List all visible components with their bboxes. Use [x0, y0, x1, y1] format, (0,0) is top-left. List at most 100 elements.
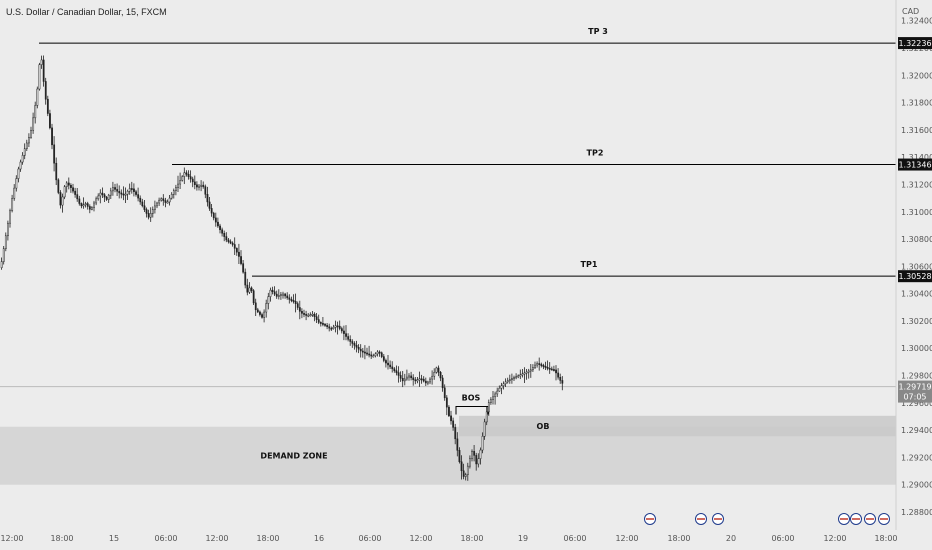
candle-body [105, 196, 108, 200]
candle-body [126, 191, 129, 195]
candle-body [219, 225, 221, 231]
candle-body [406, 376, 408, 380]
candle-body [292, 300, 295, 302]
candle-body [53, 144, 56, 164]
candle-body [351, 341, 354, 344]
candle-body [372, 355, 375, 358]
candle-body [25, 142, 28, 149]
candle-body [525, 371, 528, 374]
candle-body [317, 319, 320, 323]
candle-body [284, 293, 287, 297]
candle-body [21, 155, 24, 163]
x-tick-label: 18:00 [460, 534, 483, 543]
candle-body [450, 415, 452, 422]
candle-body [181, 176, 184, 181]
candle-body [86, 203, 89, 207]
y-tick-label: 1.30600 [901, 262, 932, 271]
candle-body [112, 187, 114, 192]
y-tick-label: 1.29200 [901, 453, 932, 462]
candle-body [170, 194, 173, 199]
candle-body [544, 366, 547, 368]
candle-body [82, 204, 85, 207]
candle-body [2, 248, 5, 262]
candle-body [223, 233, 226, 237]
candle-body [330, 327, 333, 330]
candle-body [282, 293, 284, 296]
candle-body [332, 326, 335, 329]
candle-body [529, 369, 532, 372]
y-tick-label: 1.29000 [901, 481, 932, 490]
candle-body [521, 373, 524, 376]
candle-body [256, 309, 259, 313]
candle-body [227, 239, 230, 242]
y-tick-label: 1.30000 [901, 344, 932, 353]
x-tick-label: 18:00 [874, 534, 897, 543]
candle-body [212, 212, 215, 219]
candle-body [250, 287, 253, 291]
candle-body [271, 289, 274, 292]
candle-body [252, 290, 255, 304]
candle-body [135, 191, 137, 195]
candle-body [30, 129, 32, 138]
candle-body [109, 190, 112, 196]
candle-body [349, 339, 352, 342]
candle-body [366, 352, 368, 355]
candle-body [9, 210, 11, 224]
candle-body [557, 372, 560, 378]
candle-body [166, 201, 169, 204]
candle-body [464, 474, 467, 477]
candle-body [380, 352, 383, 357]
candle-body [511, 378, 513, 381]
candle-body [130, 188, 133, 190]
candle-body [23, 148, 26, 156]
y-tick-label: 1.28800 [901, 508, 932, 517]
candle-body [172, 190, 175, 195]
candle-body [536, 363, 539, 366]
candle-body [538, 363, 541, 365]
candle-body [133, 188, 135, 192]
candle-body [235, 248, 238, 253]
x-tick-label: 16 [314, 534, 324, 543]
candle-body [76, 194, 79, 200]
candle-body [401, 378, 404, 382]
candle-body [445, 397, 448, 408]
candle-body [67, 182, 70, 186]
bos-marker [455, 406, 489, 415]
candle-body [534, 364, 536, 368]
candle-body [471, 451, 473, 459]
candle-body [55, 162, 58, 181]
candle-body [483, 421, 486, 437]
x-tick-label: 18:00 [256, 534, 279, 543]
y-tick-label: 1.32000 [901, 71, 932, 80]
candle-body [427, 381, 429, 384]
price-tag-label: 1.31346 [898, 161, 931, 170]
candle-body [322, 323, 324, 325]
candle-body [456, 438, 459, 451]
x-tick-label: 12:00 [409, 534, 432, 543]
candle-body [244, 271, 247, 286]
candle-body [179, 180, 182, 185]
candle-body [277, 295, 280, 297]
candle-body [418, 378, 421, 381]
y-tick-label: 1.31600 [901, 126, 932, 135]
candle-body [546, 367, 549, 369]
x-tick-label: 12:00 [0, 534, 23, 543]
candle-body [240, 256, 242, 264]
y-tick-label: 1.30400 [901, 290, 932, 299]
candle-body [189, 176, 192, 180]
candle-body [519, 374, 522, 377]
candle-body [498, 387, 501, 392]
candle-body [80, 203, 83, 207]
candle-body [61, 196, 64, 206]
candle-body [158, 199, 161, 204]
candle-body [416, 379, 419, 382]
candle-body [550, 368, 553, 371]
candle-body [559, 376, 562, 381]
candle-body [259, 311, 261, 315]
price-tag [898, 270, 932, 283]
candle-body [326, 325, 329, 327]
candle-body [387, 362, 389, 366]
candle-body [280, 294, 282, 296]
candle-body [151, 209, 154, 214]
